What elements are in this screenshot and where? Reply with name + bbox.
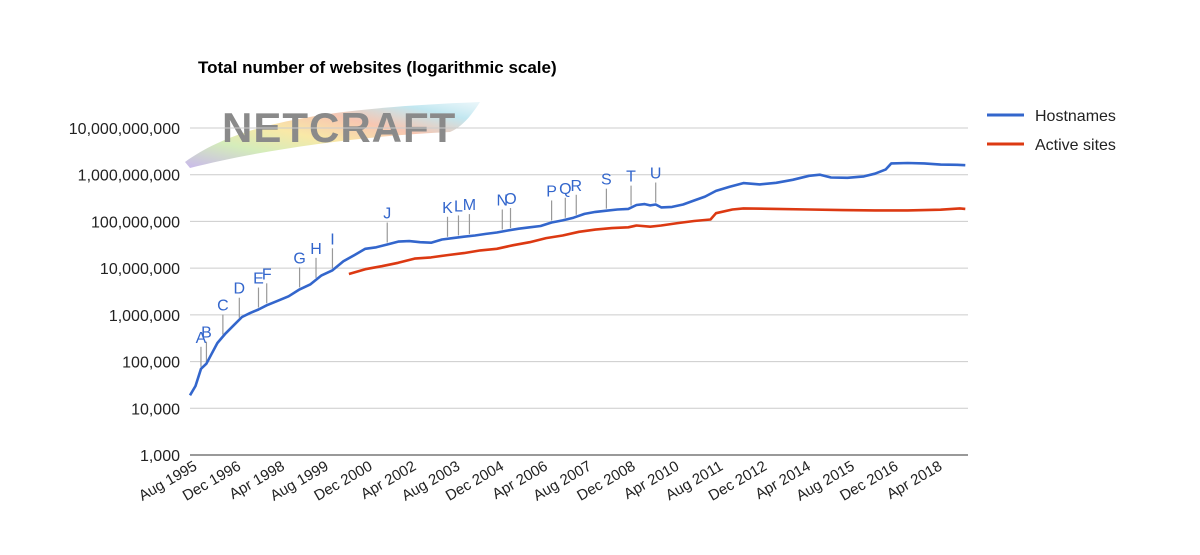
y-tick-label: 1,000 — [140, 448, 180, 465]
annotation-label: U — [650, 166, 662, 183]
annotation-label: A — [196, 330, 207, 347]
y-tick-label: 1,000,000 — [109, 308, 180, 325]
legend-label: Active sites — [1035, 137, 1116, 154]
annotation-label: G — [293, 250, 305, 267]
annotation-label: M — [463, 197, 476, 214]
annotation-label: R — [570, 178, 582, 195]
y-tick-label: 10,000 — [131, 401, 180, 418]
annotation-label: S — [601, 172, 612, 189]
y-tick-label: 1,000,000,000 — [78, 168, 180, 185]
annotation-label: L — [454, 198, 463, 215]
annotation-label: N — [497, 192, 509, 209]
annotation-label: K — [442, 200, 453, 217]
series-line — [188, 161, 966, 396]
annotation-label: H — [310, 241, 322, 258]
annotation-label: O — [504, 191, 516, 208]
legend-label: Hostnames — [1035, 108, 1116, 125]
y-tick-label: 10,000,000,000 — [69, 121, 180, 138]
annotation-label: J — [383, 206, 391, 223]
y-tick-label: 10,000,000 — [100, 261, 180, 278]
netcraft-logo-watermark: NETCRAFT — [185, 102, 480, 168]
annotation-label: C — [217, 298, 229, 315]
annotation-label: D — [234, 281, 246, 298]
annotation-label: B — [201, 325, 212, 342]
chart-title: Total number of websites (logarithmic sc… — [198, 58, 557, 77]
annotation-label: T — [626, 169, 636, 186]
annotation-label: F — [262, 266, 272, 283]
y-tick-label: 100,000 — [122, 355, 180, 372]
annotation-label: P — [546, 183, 557, 200]
series-line — [348, 207, 966, 276]
annotation-label: Q — [559, 181, 571, 198]
annotation-label: E — [253, 271, 264, 288]
annotation-label: I — [330, 231, 334, 248]
y-tick-label: 100,000,000 — [91, 214, 180, 231]
